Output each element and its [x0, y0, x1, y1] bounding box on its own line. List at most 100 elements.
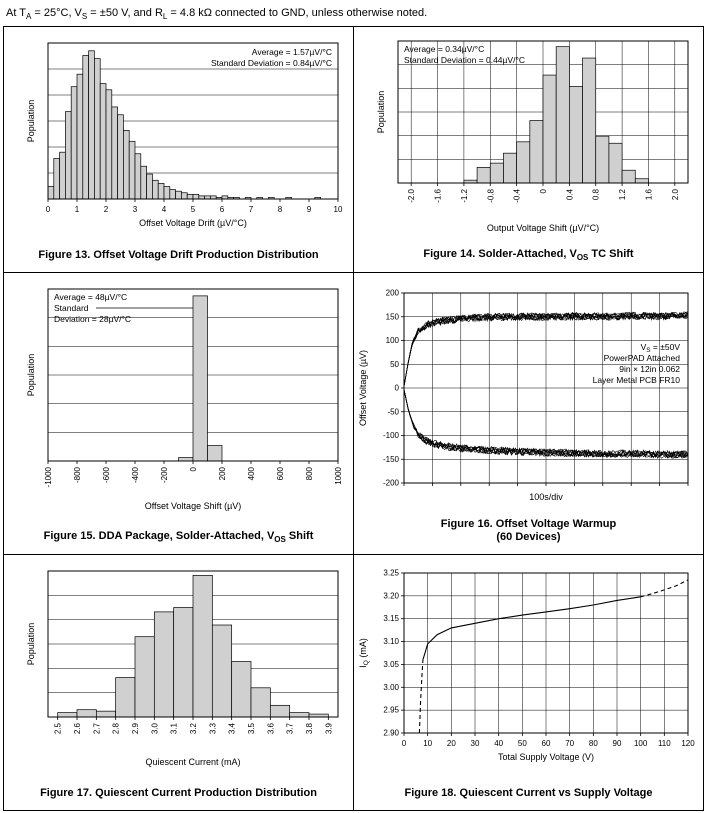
svg-text:10: 10	[333, 205, 342, 214]
figure-18-panel: 2.90 2.95 3.00 3.05 3.10 3.15 3.20 3.25 0 10 20 30 4…	[354, 555, 704, 812]
svg-text:2.8: 2.8	[111, 723, 120, 735]
svg-text:0: 0	[45, 205, 50, 214]
svg-text:-1.2: -1.2	[459, 189, 468, 203]
svg-text:0: 0	[539, 189, 548, 194]
svg-text:Standard Deviation = 0.84µV/°C: Standard Deviation = 0.84µV/°C	[211, 58, 332, 68]
svg-text:3.00: 3.00	[383, 683, 399, 692]
svg-text:3.2: 3.2	[189, 723, 198, 735]
svg-text:-150: -150	[382, 455, 399, 464]
svg-text:PowerPAD Attached: PowerPAD Attached	[603, 353, 680, 363]
svg-text:400: 400	[247, 467, 256, 481]
svg-text:100: 100	[633, 739, 647, 748]
svg-text:2.90: 2.90	[383, 729, 399, 738]
svg-text:0: 0	[189, 467, 198, 472]
figure-15-panel: -1000 -800 -600 -400 -200 0 200 400 600 800 1000 Of…	[4, 273, 354, 556]
figure-17-chart: 2.5 2.6 2.7 2.8 2.9 3.0 3.1 3.2 3.3 3.4 3.5 3.6 3.7 3…	[26, 570, 338, 767]
svg-text:-800: -800	[73, 467, 82, 484]
figure-17-caption: Figure 17. Quiescent Current Production …	[40, 787, 317, 800]
svg-text:2.9: 2.9	[131, 723, 140, 735]
svg-text:40: 40	[494, 739, 503, 748]
figure-18-caption: Figure 18. Quiescent Current vs Supply V…	[404, 787, 653, 800]
svg-text:80: 80	[588, 739, 597, 748]
svg-text:9in × 12in 0.062: 9in × 12in 0.062	[619, 364, 680, 374]
svg-text:IQ (mA): IQ (mA)	[358, 638, 370, 668]
svg-text:Average = 0.34µV/°C: Average = 0.34µV/°C	[404, 44, 484, 54]
svg-text:50: 50	[390, 360, 399, 369]
svg-text:-1000: -1000	[44, 467, 53, 488]
svg-text:Offset Voltage (µV): Offset Voltage (µV)	[358, 350, 368, 426]
svg-text:Population: Population	[26, 100, 36, 143]
svg-text:Quiescent Current (mA): Quiescent Current (mA)	[145, 757, 240, 767]
svg-text:Standard: Standard	[54, 303, 89, 313]
svg-text:-1.6: -1.6	[433, 189, 442, 203]
svg-text:Population: Population	[26, 354, 36, 397]
svg-text:150: 150	[385, 312, 399, 321]
svg-text:-400: -400	[131, 467, 140, 484]
svg-text:2.7: 2.7	[92, 723, 101, 735]
figure-16-chart: -200 -150 -100 -50 0 50 100 150 200 100s/div Offse…	[358, 289, 688, 502]
svg-text:3.8: 3.8	[305, 723, 314, 735]
svg-text:5: 5	[190, 205, 195, 214]
svg-text:Average = 1.57µV/°C: Average = 1.57µV/°C	[251, 47, 331, 57]
figure-16-panel: -200 -150 -100 -50 0 50 100 150 200 100s/div Offse…	[354, 273, 704, 556]
svg-text:Population: Population	[26, 623, 36, 666]
svg-text:0.8: 0.8	[591, 189, 600, 201]
svg-text:3.3: 3.3	[208, 723, 217, 735]
svg-text:10: 10	[423, 739, 432, 748]
svg-text:3: 3	[132, 205, 137, 214]
svg-text:VS = ±50V: VS = ±50V	[640, 342, 680, 354]
svg-text:Total Supply Voltage (V): Total Supply Voltage (V)	[497, 752, 593, 762]
svg-text:Offset Voltage Shift (µV): Offset Voltage Shift (µV)	[144, 501, 241, 511]
svg-text:3.0: 3.0	[150, 723, 159, 735]
svg-text:Standard Deviation = 0.44µV/°C: Standard Deviation = 0.44µV/°C	[404, 55, 525, 65]
svg-text:2.95: 2.95	[383, 706, 399, 715]
figure-13-chart: 0 1 2 3 4 5 6 7 8 9 10 Offset Voltage Drift (µV/°C)…	[26, 42, 342, 228]
svg-text:7: 7	[248, 205, 253, 214]
svg-text:-50: -50	[387, 407, 399, 416]
svg-text:120: 120	[681, 739, 695, 748]
svg-text:0: 0	[394, 384, 399, 393]
figure-14-caption: Figure 14. Solder-Attached, VOS TC Shift	[423, 248, 634, 263]
figure-15-caption: Figure 15. DDA Package, Solder-Attached,…	[43, 530, 314, 545]
svg-text:600: 600	[276, 467, 285, 481]
svg-text:3.20: 3.20	[383, 592, 399, 601]
svg-text:Deviation = 28µV/°C: Deviation = 28µV/°C	[54, 314, 131, 324]
svg-text:0: 0	[401, 739, 406, 748]
svg-text:2.0: 2.0	[670, 189, 679, 201]
svg-text:2.5: 2.5	[53, 723, 62, 735]
svg-text:3.05: 3.05	[383, 660, 399, 669]
svg-text:3.6: 3.6	[266, 723, 275, 735]
svg-text:-0.8: -0.8	[486, 189, 495, 203]
svg-text:3.1: 3.1	[169, 723, 178, 735]
svg-text:200: 200	[218, 467, 227, 481]
svg-text:1.6: 1.6	[644, 189, 653, 201]
svg-text:50: 50	[517, 739, 526, 748]
svg-text:6: 6	[219, 205, 224, 214]
svg-text:3.9: 3.9	[324, 723, 333, 735]
svg-text:0.4: 0.4	[565, 189, 574, 201]
svg-text:2.6: 2.6	[73, 723, 82, 735]
svg-text:3.25: 3.25	[383, 569, 399, 578]
figure-13-caption: Figure 13. Offset Voltage Drift Producti…	[38, 249, 319, 262]
svg-text:60: 60	[541, 739, 550, 748]
figure-18-chart: 2.90 2.95 3.00 3.05 3.10 3.15 3.20 3.25 0 10 20 30 4…	[358, 569, 695, 763]
svg-text:Offset Voltage Drift (µV/°C): Offset Voltage Drift (µV/°C)	[139, 218, 247, 228]
svg-text:20: 20	[446, 739, 455, 748]
svg-text:Output Voltage Shift (µV/°C): Output Voltage Shift (µV/°C)	[486, 223, 598, 233]
svg-text:Population: Population	[376, 91, 386, 134]
svg-text:70: 70	[565, 739, 574, 748]
svg-text:100: 100	[385, 336, 399, 345]
svg-text:200: 200	[385, 289, 399, 298]
figure-15-chart: -1000 -800 -600 -400 -200 0 200 400 600 800 1000 Of…	[26, 288, 343, 511]
svg-text:3.5: 3.5	[247, 723, 256, 735]
svg-text:3.10: 3.10	[383, 637, 399, 646]
svg-text:3.4: 3.4	[227, 723, 236, 735]
figure-14-panel: -2.0 -1.6 -1.2 -0.8 -0.4 0 0.4 0.8 1.2 1.6 2.0 Outp…	[354, 27, 704, 274]
svg-text:Layer Metal PCB FR10: Layer Metal PCB FR10	[592, 375, 680, 385]
svg-text:4: 4	[161, 205, 166, 214]
svg-text:-200: -200	[382, 479, 399, 488]
svg-text:1000: 1000	[334, 467, 343, 485]
svg-text:8: 8	[277, 205, 282, 214]
svg-text:100s/div: 100s/div	[529, 492, 563, 502]
svg-text:-100: -100	[382, 431, 399, 440]
